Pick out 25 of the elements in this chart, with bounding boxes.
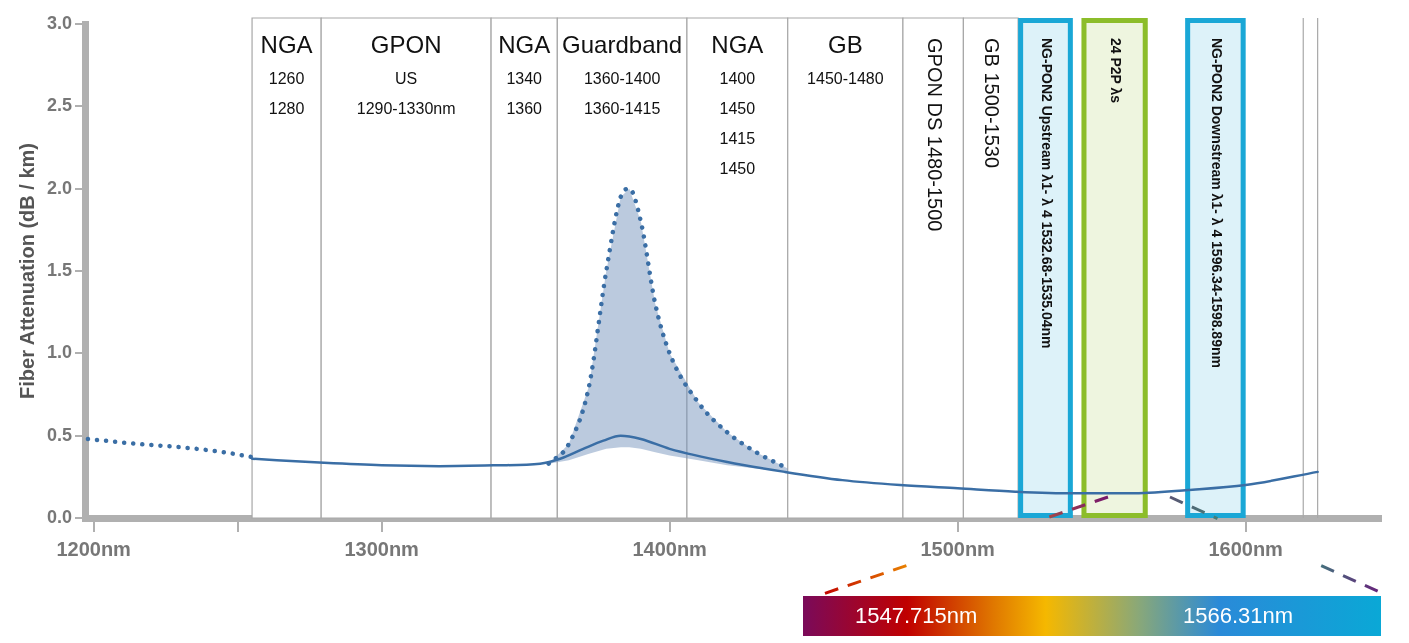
band-label: NG-PON2 Upstream λ1- λ 4 1532.68-1535.04nm <box>1038 38 1055 349</box>
y-tick-label: 2.0 <box>46 177 73 198</box>
band-label: GB 1500-1530 <box>981 38 1004 169</box>
y-tick-label: 3.0 <box>46 12 73 33</box>
y-tick-label: 1.5 <box>46 259 73 280</box>
y-tick-label: 0.5 <box>46 424 73 445</box>
spectrum-strip: 1547.715nm 1566.31nm <box>803 596 1381 636</box>
band-label: NG-PON2 Downstream λ1- λ 4 1596.34-1598.89nm <box>1208 38 1225 368</box>
band-label: NGA 1340 1360 <box>498 30 551 118</box>
band-label: NGA 1400 1450 1415 1450 <box>711 30 764 178</box>
x-tick-label: 1200nm <box>56 537 131 560</box>
band-label: NGA 1260 1280 <box>260 30 313 118</box>
x-tick-label: 1300nm <box>344 537 419 560</box>
y-tick-label: 0.0 <box>46 506 73 527</box>
x-tick-label: 1500nm <box>920 537 995 560</box>
band-label: GPON DS 1480-1500 <box>923 38 946 232</box>
band-label: 24 P2P λs <box>1107 38 1124 104</box>
y-axis-title: Fiber Attenuation (dB / km) <box>15 143 38 399</box>
y-tick-label: 2.5 <box>46 95 73 116</box>
x-tick-label: 1600nm <box>1208 537 1283 560</box>
band-label: GPON US 1290-1330nm <box>356 30 456 118</box>
x-tick-label: 1400nm <box>632 537 707 560</box>
band-label: GB 1450-1480 <box>807 30 884 88</box>
y-tick-label: 1.0 <box>46 342 73 363</box>
band-label: Guardband 1360-1400 1360-1415 <box>562 30 683 118</box>
